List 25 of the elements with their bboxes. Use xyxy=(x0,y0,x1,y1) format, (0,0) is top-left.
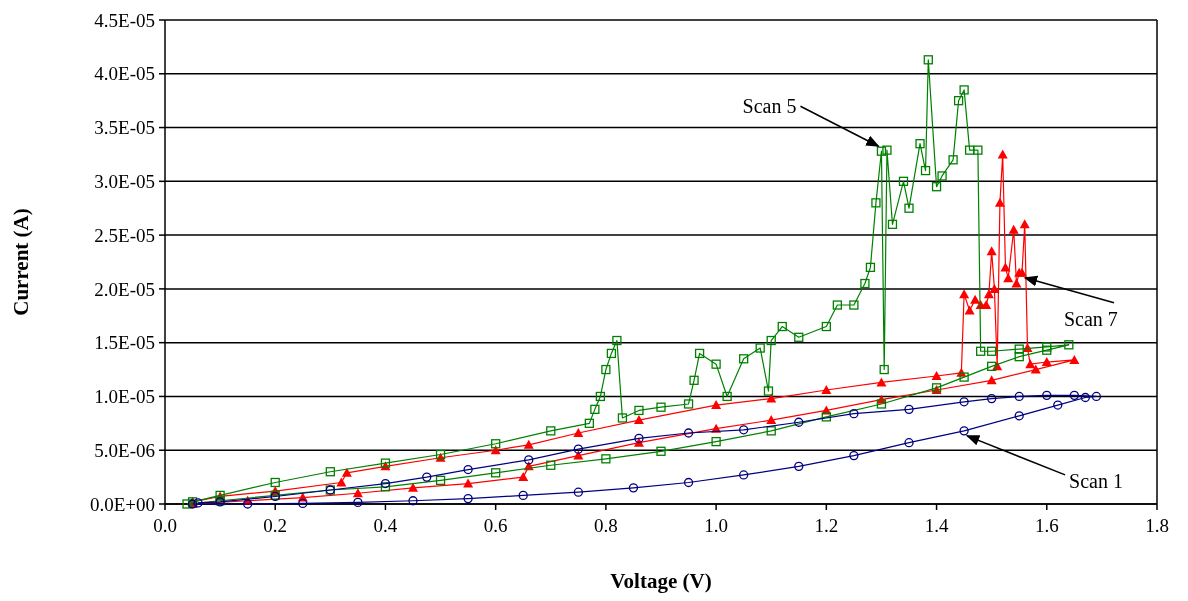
x-tick-label: 1.0 xyxy=(704,515,728,536)
text: Scan 5 xyxy=(742,95,797,118)
y-tick-label: 2.5E-05 xyxy=(94,224,155,246)
y-tick-label: 3.0E-05 xyxy=(94,170,155,192)
x-tick-label: 0.6 xyxy=(483,515,508,536)
x-tick-label: 0.4 xyxy=(373,515,398,536)
x-tick-label: 1.6 xyxy=(1034,515,1059,536)
y-tick-label: 2.0E-05 xyxy=(94,278,155,300)
x-axis-title: Voltage (V) xyxy=(610,569,712,593)
y-tick-label: 0.0E+00 xyxy=(89,493,155,515)
x-tick-label: 0.0 xyxy=(153,515,177,536)
x-tick-label: 0.2 xyxy=(263,515,288,536)
series-label: Scan 7 xyxy=(1063,307,1118,330)
y-axis-title: Current (A) xyxy=(9,208,33,316)
x-tick-label: 1.4 xyxy=(924,515,949,536)
x-tick-label: 1.2 xyxy=(814,515,839,536)
y-tick-label: 3.5E-05 xyxy=(94,117,155,139)
y-tick-label: 5.0E-06 xyxy=(94,439,155,461)
x-tick-label: 0.8 xyxy=(594,515,618,536)
x-tick-label: 1.8 xyxy=(1145,515,1169,536)
y-tick-label: 4.0E-05 xyxy=(94,63,155,85)
y-tick-label: 4.5E-05 xyxy=(94,9,155,31)
y-tick-label: 1.0E-05 xyxy=(94,386,155,408)
text: Scan 1 xyxy=(1069,469,1123,492)
y-tick-label: 1.5E-05 xyxy=(94,332,155,354)
